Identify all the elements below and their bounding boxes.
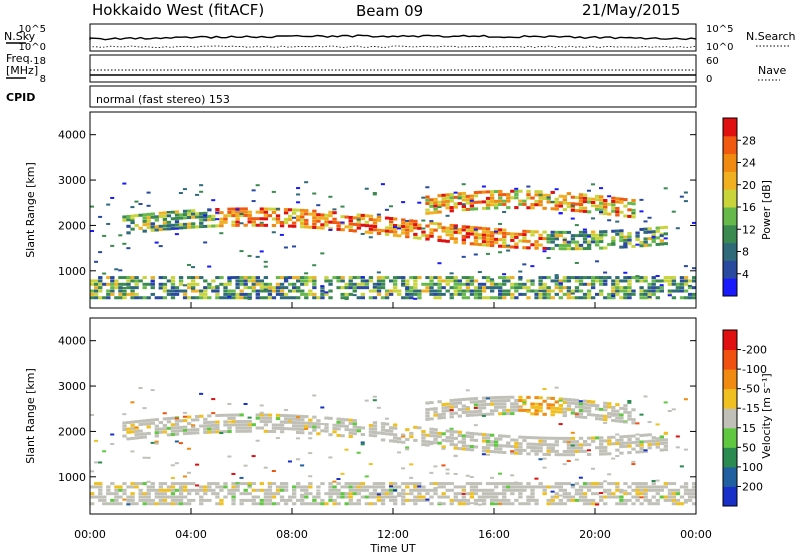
velocity-colorbar-tick-1: 100	[742, 461, 763, 474]
power-panel: 1000 2000 3000 4000 Slant Range [km] 4 8 12 16…	[24, 111, 773, 309]
time-x-axis: 00:00 04:00 08:00 12:00 16:00 20:00 00:00	[74, 302, 712, 541]
velocity-colorbar-segment-7	[723, 349, 737, 370]
x-tick-4: 16:00	[478, 528, 510, 541]
power-y-label: Slant Range [km]	[24, 162, 37, 258]
power-colorbar-segment-6	[723, 171, 737, 190]
x-tick-0: 00:00	[74, 528, 106, 541]
power-colorbar-tick-5: 24	[742, 157, 756, 170]
velocity-y-tick-1: 2000	[58, 425, 86, 438]
beam-label: Beam 09	[356, 2, 423, 20]
x-tick-1: 04:00	[175, 528, 207, 541]
nave-label: Nave	[758, 64, 786, 77]
freq-label: Freq.	[6, 52, 33, 65]
cpid-value: normal (fast stereo) 153	[96, 93, 230, 106]
power-colorbar-tick-1: 8	[742, 246, 749, 259]
nsky-tick-high-right: 10^5	[706, 24, 733, 35]
velocity-colorbar-tick-4: -15	[742, 402, 760, 415]
velocity-colorbar: 200 100 50 15 -15 -50 -100 -200	[722, 329, 767, 507]
power-colorbar-tick-4: 20	[742, 179, 756, 192]
x-tick-5: 20:00	[579, 528, 611, 541]
power-colorbar-tick-2: 12	[742, 223, 756, 236]
power-colorbar-segment-3	[723, 224, 737, 244]
velocity-colorbar-tick-7: -200	[742, 344, 767, 357]
power-data	[90, 181, 697, 301]
nsky-tick-low: 10^0	[19, 42, 46, 53]
nsky-label: N.Sky	[4, 30, 36, 43]
power-colorbar-tick-6: 28	[742, 134, 756, 147]
power-colorbar-segment-1	[723, 260, 737, 279]
power-colorbar-segment-9	[723, 118, 737, 137]
power-y-axis: 1000 2000 3000 4000	[58, 129, 696, 278]
velocity-colorbar-tick-0: 200	[742, 480, 763, 493]
x-tick-6: 00:00	[680, 528, 712, 541]
power-colorbar-segment-4	[723, 207, 737, 226]
power-colorbar-segment-7	[723, 153, 737, 172]
velocity-colorbar-segment-3	[723, 427, 737, 448]
velocity-y-tick-3: 4000	[58, 335, 86, 348]
velocity-y-tick-0: 1000	[58, 471, 86, 484]
power-colorbar-segment-8	[723, 135, 737, 155]
velocity-colorbar-label: Velocity [m s⁻¹]	[760, 373, 773, 458]
x-axis-label: Time UT	[369, 542, 415, 554]
power-colorbar-tick-3: 16	[742, 201, 756, 214]
power-y-tick-2: 3000	[58, 174, 86, 187]
freq-tick-low: 8	[40, 74, 46, 85]
velocity-colorbar-tick-6: -100	[742, 363, 767, 376]
nsearch-label: N.Search	[746, 30, 796, 43]
power-colorbar: 4 8 12 16 20 24 28	[722, 117, 756, 297]
velocity-colorbar-segment-1	[723, 466, 737, 487]
nave-tick-low: 0	[706, 74, 712, 85]
cpid-label: CPID	[6, 91, 35, 104]
power-colorbar-segment-0	[723, 278, 737, 297]
nsky-tick-high: 10^5	[19, 24, 46, 35]
power-colorbar-label: Power [dB]	[760, 180, 773, 240]
date-label: 21/May/2015	[582, 1, 680, 19]
velocity-panel: 1000 2000 3000 4000 Slant Range [km] 200 100…	[24, 302, 773, 554]
velocity-colorbar-tick-2: 50	[742, 441, 756, 454]
velocity-colorbar-segment-8	[723, 330, 737, 351]
velocity-colorbar-tick-5: -50	[742, 383, 760, 396]
velocity-colorbar-segment-6	[723, 369, 737, 390]
velocity-colorbar-segment-5	[723, 388, 737, 409]
nsky-trace	[89, 34, 697, 48]
nsky-panel: N.Sky 10^5 10^0 10^5 10^0 N.Search	[4, 23, 796, 53]
power-y-tick-0: 1000	[58, 265, 86, 278]
x-tick-3: 12:00	[377, 528, 409, 541]
cpid-panel: CPID normal (fast stereo) 153	[6, 85, 697, 108]
velocity-y-label: Slant Range [km]	[24, 368, 37, 464]
freq-unit-label: [MHz]	[6, 64, 38, 77]
velocity-data	[90, 386, 697, 506]
velocity-colorbar-segment-4	[723, 408, 737, 429]
velocity-y-tick-2: 3000	[58, 380, 86, 393]
velocity-colorbar-tick-3: 15	[742, 422, 756, 435]
plot-title: Hokkaido West (fitACF)	[92, 1, 264, 19]
x-tick-2: 08:00	[276, 528, 308, 541]
power-colorbar-segment-2	[723, 242, 737, 261]
power-colorbar-segment-5	[723, 189, 737, 208]
nave-tick-high: 60	[706, 56, 719, 67]
power-colorbar-tick-0: 4	[742, 268, 749, 281]
velocity-y-axis: 1000 2000 3000 4000	[58, 335, 696, 484]
nsky-tick-low-right: 10^0	[706, 42, 733, 53]
velocity-colorbar-segment-0	[723, 486, 737, 507]
power-y-tick-1: 2000	[58, 219, 86, 232]
freq-tick-high: 18	[33, 56, 46, 67]
velocity-colorbar-segment-2	[723, 447, 737, 468]
power-y-tick-3: 4000	[58, 129, 86, 142]
freq-panel: Freq. [MHz] 18 8 60 0 Nave	[6, 52, 786, 85]
